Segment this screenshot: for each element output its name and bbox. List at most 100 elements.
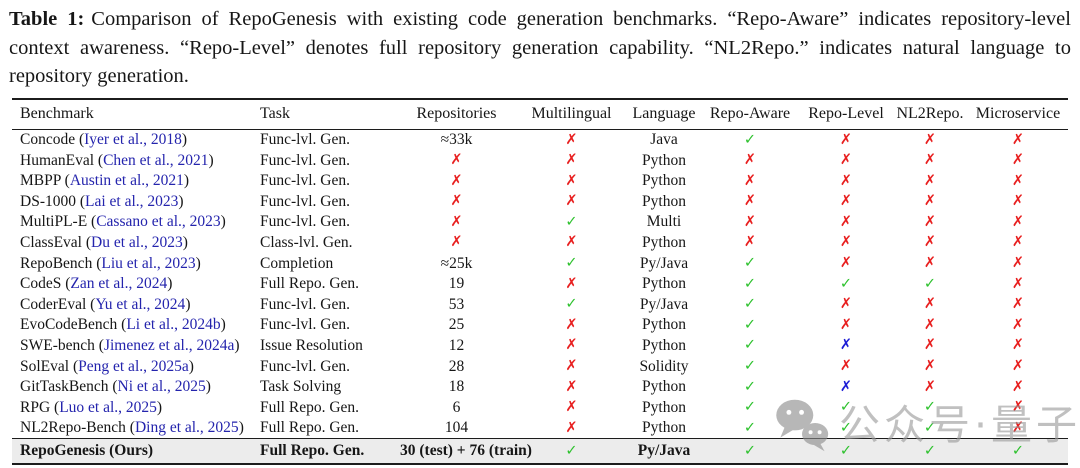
cell-multilingual: ✗ [515, 377, 628, 398]
citation-link[interactable]: Peng et al., 2025a [78, 357, 189, 375]
citation-link[interactable]: Austin et al., 2021 [69, 172, 184, 190]
cell-repo-level: ✗ [800, 212, 892, 233]
cell-multilingual: ✗ [515, 232, 628, 253]
benchmark-cell: SolEval (Peng et al., 2025a) [20, 357, 194, 375]
cell-microservice: ✗ [968, 294, 1068, 315]
cross-icon: ✗ [923, 193, 937, 210]
cell-microservice: ✗ [968, 335, 1068, 356]
cross-icon: ✗ [565, 131, 578, 148]
benchmark-cell: MBPP (Austin et al., 2021) [20, 172, 190, 190]
cross-icon: ✗ [1011, 316, 1025, 333]
cross-icon: ✗ [565, 172, 578, 189]
cell-repositories: 12 [448, 336, 465, 354]
table-row-repogenesis: RepoGenesis (Ours) Full Repo. Gen. 30 (tes… [12, 438, 1068, 465]
benchmark-cell: CoderEval (Yu et al., 2024) [20, 295, 191, 313]
cell-task: Func-lvl. Gen. [260, 357, 350, 375]
citation-link[interactable]: Ni et al., 2025 [117, 378, 206, 396]
citation-link[interactable]: Iyer et al., 2018 [84, 131, 182, 148]
cell-language: Py/Java [637, 442, 691, 460]
citation-link[interactable]: Zan et al., 2024 [70, 275, 168, 293]
check-icon: ✓ [839, 443, 853, 460]
cell-multilingual: ✗ [515, 191, 628, 212]
cell-repo-aware: ✗ [700, 150, 800, 171]
cell-repo-level: ✗ [800, 294, 892, 315]
table-row: HumanEval (Chen et al., 2021) Func-lvl. G… [12, 150, 1068, 171]
cell-multilingual: ✗ [515, 397, 628, 418]
citation-link[interactable]: Li et al., 2024b [126, 316, 221, 334]
citation-link[interactable]: Liu et al., 2023 [101, 254, 196, 272]
table-row: EvoCodeBench (Li et al., 2024b) Func-lvl.… [12, 315, 1068, 336]
table-row: RPG (Luo et al., 2025) Full Repo. Gen. 6 ✗ P… [12, 397, 1068, 418]
cell-microservice: ✗ [968, 418, 1068, 439]
citation-link[interactable]: Cassano et al., 2023 [96, 213, 221, 231]
cell-microservice: ✗ [968, 315, 1068, 336]
benchmark-cell: CodeS (Zan et al., 2024) [20, 275, 173, 293]
cell-language: Python [642, 316, 686, 334]
cell-nl2repo: ✗ [892, 294, 968, 315]
cross-icon: ✗ [1011, 337, 1025, 354]
citation-link[interactable]: Ding et al., 2025 [134, 419, 239, 437]
cell-multilingual: ✓ [515, 294, 628, 315]
cell-task: Func-lvl. Gen. [260, 316, 350, 334]
cell-repositories: 19 [448, 275, 465, 293]
cell-repo-aware: ✓ [700, 274, 800, 295]
cell-microservice: ✗ [968, 129, 1068, 150]
cell-repositories: ✗ [398, 171, 515, 192]
cell-repo-level: ✗ [800, 150, 892, 171]
cell-multilingual: ✓ [515, 439, 628, 465]
citation-link[interactable]: Luo et al., 2025 [59, 398, 157, 416]
check-icon: ✓ [923, 443, 937, 460]
column-header-microservice: Microservice [968, 98, 1068, 130]
cell-multilingual: ✗ [515, 129, 628, 150]
cross-icon: ✗ [1011, 358, 1025, 375]
check-icon: ✓ [743, 399, 757, 416]
cell-multilingual: ✗ [515, 315, 628, 336]
cross-icon: ✗ [839, 234, 853, 251]
cell-language: Python [642, 275, 686, 293]
table-row: GitTaskBench (Ni et al., 2025) Task Solvi… [12, 377, 1068, 398]
cell-repositories: ✗ [398, 191, 515, 212]
citation-link[interactable]: Lai et al., 2023 [85, 192, 179, 210]
citation-link[interactable]: Yu et al., 2024 [95, 295, 186, 313]
cell-nl2repo: ✗ [892, 191, 968, 212]
cell-microservice: ✗ [968, 356, 1068, 377]
table-row: NL2Repo-Bench (Ding et al., 2025) Full Re… [12, 418, 1068, 439]
cell-language: Python [642, 233, 686, 251]
cell-repo-level: ✗ [800, 129, 892, 150]
cell-microservice: ✗ [968, 377, 1068, 398]
check-icon: ✓ [743, 296, 757, 313]
cell-multilingual: ✗ [515, 335, 628, 356]
cell-repo-aware: ✓ [700, 129, 800, 150]
cell-multilingual: ✗ [515, 418, 628, 439]
check-icon: ✓ [923, 399, 937, 416]
check-icon: ✓ [923, 419, 937, 436]
column-header-repositories: Repositories [398, 98, 515, 130]
citation-link[interactable]: Chen et al., 2021 [103, 151, 209, 169]
check-icon: ✓ [743, 316, 757, 333]
cell-repo-level: ✓ [800, 418, 892, 439]
cell-language: Solidity [639, 357, 689, 375]
cross-icon: ✗ [923, 358, 937, 375]
cell-microservice: ✗ [968, 191, 1068, 212]
cell-nl2repo: ✓ [892, 418, 968, 439]
check-icon: ✓ [839, 275, 853, 292]
cell-language: Multi [646, 213, 682, 231]
citation-link[interactable]: Du et al., 2023 [91, 233, 183, 251]
cell-language: Java [650, 131, 678, 148]
cell-nl2repo: ✗ [892, 377, 968, 398]
cell-language: Python [642, 336, 686, 354]
citation-link[interactable]: Jimenez et al., 2024a [103, 336, 235, 354]
benchmark-cell: RPG (Luo et al., 2025) [20, 398, 163, 416]
cell-task: Func-lvl. Gen. [260, 131, 350, 148]
cell-language: Python [642, 192, 686, 210]
benchmark-cell: RepoBench (Liu et al., 2023) [20, 254, 201, 272]
cell-repo-aware: ✓ [700, 377, 800, 398]
benchmark-cell: SWE-bench (Jimenez et al., 2024a) [20, 336, 240, 354]
cell-nl2repo: ✓ [892, 439, 968, 465]
cross-icon: ✗ [839, 152, 853, 169]
cell-language: Python [642, 151, 686, 169]
cell-nl2repo: ✓ [892, 397, 968, 418]
cross-icon: ✗ [565, 316, 578, 333]
cell-repositories: 30 (test) + 76 (train) [400, 442, 532, 460]
table-header-row: Benchmark Task Repositories Multilingual Lan… [12, 98, 1068, 130]
